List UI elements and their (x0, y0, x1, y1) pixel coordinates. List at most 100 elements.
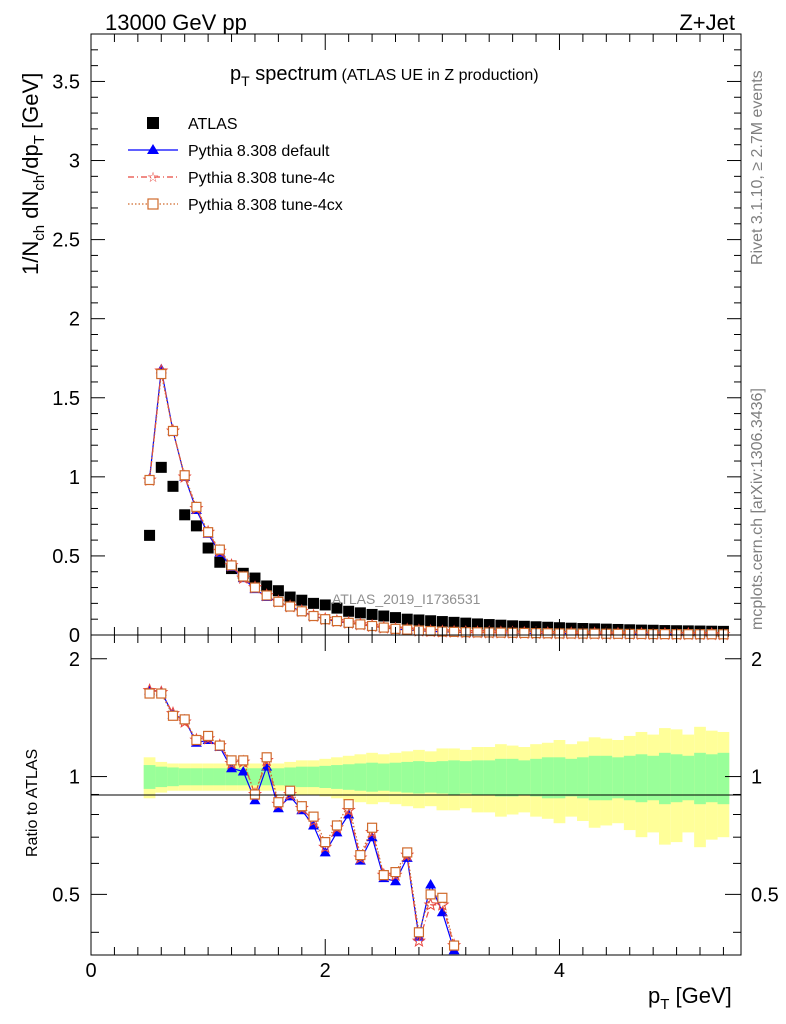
series-point-open-square (308, 610, 319, 622)
atlas-data-point (308, 597, 320, 609)
band-inner-bin (155, 766, 168, 788)
atlas-data-point (284, 591, 296, 603)
band-inner-bin (295, 766, 308, 788)
band-inner-bin (553, 757, 566, 799)
band-inner-bin (143, 765, 156, 789)
legend-label-tune4c: Pythia 8.308 tune-4c (188, 170, 335, 187)
atlas-data-point (202, 542, 214, 554)
legend-entry-tune4c: ☆ Pythia 8.308 tune-4c (128, 169, 335, 187)
ratio-point-open-square (238, 755, 249, 766)
series-point-open-square (343, 617, 354, 628)
series-point-open-square (261, 590, 272, 601)
ratio-line-triangle (149, 689, 455, 951)
band-inner-bin (600, 755, 613, 801)
band-inner-bin (225, 768, 238, 786)
axis-tick-labels: 00.511.522.533.50 2 40.5 0.51 12 2 (52, 71, 779, 982)
atlas-data-point (366, 608, 378, 620)
band-inner-bin (506, 758, 519, 797)
title-spectrum: spectrum (250, 63, 338, 85)
ratio-ytick-label-left: 1 (69, 767, 80, 789)
legend-entry-tune4cx: Pythia 8.308 tune-4cx (128, 197, 343, 214)
ratio-point-triangle (436, 906, 448, 917)
ylabel-part-b: dN (18, 191, 43, 225)
series-point-open-square (179, 470, 190, 481)
series-point-open-square (214, 544, 225, 555)
series-point-open-square (566, 628, 577, 639)
band-inner-bin (331, 765, 343, 789)
ylabel-sub-b: ch (31, 175, 48, 191)
series-point-open-square (519, 627, 530, 639)
ratio-ytick-label-left: 0.5 (52, 884, 80, 906)
ratio-point-open-square (249, 789, 261, 800)
atlas-data-point (190, 520, 202, 532)
atlas-data-point (249, 572, 261, 584)
atlas-data-point (272, 585, 284, 597)
ratio-point-triangle (331, 826, 343, 837)
series-point-open-square (636, 628, 647, 640)
ylabel-part-d: [GeV] (18, 73, 43, 135)
header-left: 13000 GeV pp (105, 10, 247, 35)
atlas-data-point (425, 615, 437, 627)
ratio-point-triangle (390, 875, 402, 886)
ratio-point-open-square (296, 801, 307, 812)
series-point-open-square (706, 629, 717, 640)
atlas-data-point (261, 580, 273, 592)
ratio-point-triangle (226, 762, 238, 773)
main-ytick-label: 0.5 (52, 546, 80, 568)
main-ytick-label: 2.5 (52, 230, 80, 252)
ratio-point-open-square (203, 730, 214, 742)
ratio-point-star (423, 897, 438, 911)
band-inner-bin (530, 758, 542, 797)
ratio-ytick-label-right: 0.5 (751, 884, 779, 906)
band-inner-bin (249, 768, 261, 786)
legend-marker-square (147, 117, 159, 129)
ratio-point-open-square (437, 892, 448, 903)
xtick-label: 2 (320, 960, 331, 982)
band-inner-bin (342, 764, 355, 790)
ylabel-sub-c: T (31, 135, 48, 144)
series-point-open-square (238, 571, 249, 582)
band-inner-bin (436, 761, 449, 794)
atlas-data-point (401, 613, 413, 625)
ratio-point-open-square (413, 927, 425, 938)
band-inner-bin (307, 766, 320, 788)
legend-label-atlas: ATLAS (188, 116, 238, 133)
band-inner-bin (623, 755, 636, 801)
band-inner-bin (717, 752, 730, 805)
series-point-open-square (402, 624, 413, 635)
series-point-open-square (659, 628, 670, 640)
atlas-data-point (436, 616, 448, 628)
main-ytick-label: 3.5 (52, 71, 80, 93)
series-point-open-square (191, 501, 202, 512)
band-inner-bin (577, 757, 589, 799)
band-inner-bin (377, 763, 390, 791)
band-inner-bin (178, 768, 191, 786)
atlas-data-point (460, 617, 472, 629)
side-text-bottom: mcplots.cern.ch [arXiv:1306.3436] (749, 388, 766, 630)
atlas-data-point (214, 556, 226, 568)
atlas-data-point (167, 480, 179, 492)
ratio-point-triangle (237, 766, 249, 776)
atlas-data-point (495, 619, 507, 631)
band-inner-bin (389, 762, 402, 792)
atlas-data-point (483, 619, 495, 631)
legend-label-tune4cx: Pythia 8.308 tune-4cx (188, 197, 343, 214)
band-inner-bin (413, 761, 425, 794)
ratio-point-open-square (448, 940, 460, 951)
atlas-data-point (155, 461, 167, 473)
ratio-plot-points (142, 683, 462, 955)
ratio-point-open-square (261, 752, 272, 763)
band-inner-bin (354, 763, 367, 791)
series-point-open-square (495, 627, 507, 638)
xlabel-part-b: [GeV] (669, 983, 731, 1008)
ratio-point-open-square (167, 710, 179, 721)
main-ytick-label: 1.5 (52, 388, 80, 410)
atlas-data-point (296, 594, 308, 606)
atlas-data-point (331, 602, 343, 614)
series-point-open-square (331, 615, 343, 627)
atlas-data-point (343, 605, 355, 617)
xlabel: pT [GeV] (648, 983, 732, 1013)
band-inner-bin (471, 760, 484, 795)
series-point-open-square (612, 628, 624, 639)
